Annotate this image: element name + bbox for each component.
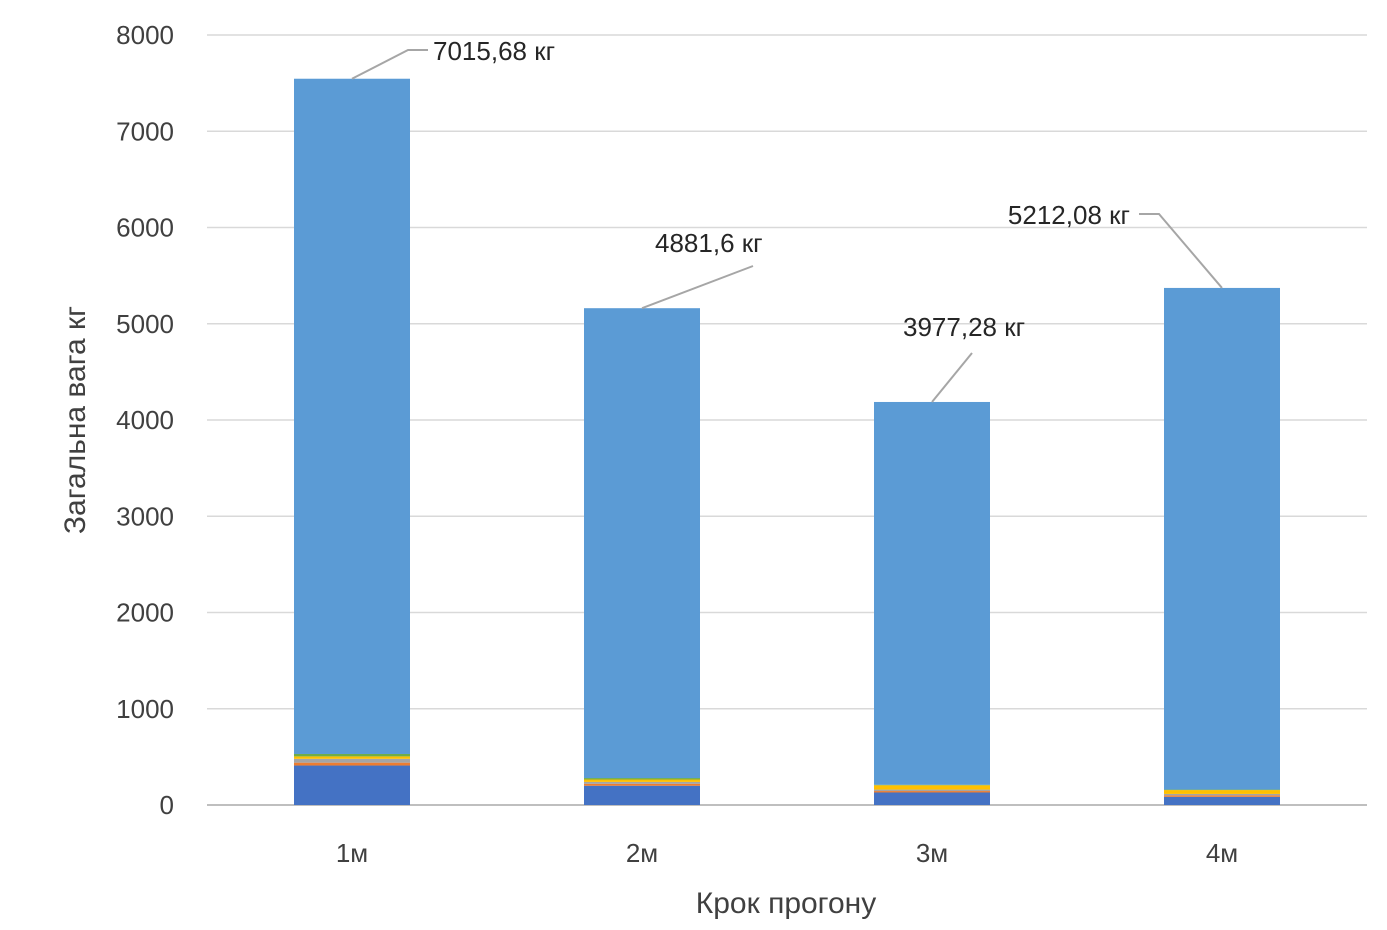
- y-axis-title: Загальна вага кг: [59, 306, 92, 534]
- bar-segment: [874, 791, 990, 792]
- data-label: 3977,28 кг: [903, 312, 1025, 342]
- x-tick-label: 1м: [336, 838, 368, 868]
- bar-segment: [1164, 794, 1280, 795]
- y-tick-label: 3000: [116, 501, 174, 531]
- bar-segment: [1164, 790, 1280, 794]
- bar-segment: [584, 779, 700, 781]
- y-tick-label: 8000: [116, 20, 174, 50]
- bar-segment: [294, 756, 410, 758]
- data-label: 7015,68 кг: [433, 36, 555, 66]
- x-axis-ticks: 1м 2м 3м 4м: [336, 838, 1238, 868]
- bar-segment: [294, 754, 410, 756]
- bar-segment: [294, 763, 410, 766]
- x-tick-label: 4м: [1206, 838, 1238, 868]
- bar-segment: [294, 759, 410, 763]
- bar-segment: [1164, 795, 1280, 796]
- data-label: 5212,08 кг: [1008, 200, 1130, 230]
- bar-segment: [584, 786, 700, 805]
- bar-segment: [294, 766, 410, 805]
- y-tick-label: 1000: [116, 694, 174, 724]
- x-tick-label: 3м: [916, 838, 948, 868]
- bar-segment: [1164, 288, 1280, 790]
- y-tick-label: 6000: [116, 213, 174, 243]
- bar-segment: [584, 778, 700, 779]
- y-tick-label: 7000: [116, 116, 174, 146]
- bars: [294, 79, 1280, 805]
- bar-segment: [874, 402, 990, 785]
- bar-segment: [874, 792, 990, 805]
- x-axis-title: Крок прогону: [696, 887, 876, 920]
- leader-line: [642, 266, 753, 308]
- leader-line: [1139, 214, 1222, 288]
- y-tick-label: 2000: [116, 598, 174, 628]
- bar-segment: [874, 790, 990, 791]
- y-tick-label: 5000: [116, 309, 174, 339]
- bar-segment: [584, 784, 700, 786]
- bar-segment: [294, 79, 410, 754]
- y-axis-ticks: 0 1000 2000 3000 4000 5000 6000 7000 8000: [116, 20, 174, 820]
- y-tick-label: 0: [160, 790, 174, 820]
- bar-segment: [874, 785, 990, 789]
- y-tick-label: 4000: [116, 405, 174, 435]
- bar-segment: [1164, 797, 1280, 805]
- leader-line: [932, 353, 972, 402]
- leader-line: [352, 50, 428, 79]
- x-tick-label: 2м: [626, 838, 658, 868]
- bar-segment: [584, 782, 700, 784]
- data-labels: 7015,68 кг 4881,6 кг 3977,28 кг 5212,08 кг: [433, 36, 1130, 342]
- data-label: 4881,6 кг: [655, 228, 763, 258]
- bar-segment: [584, 308, 700, 778]
